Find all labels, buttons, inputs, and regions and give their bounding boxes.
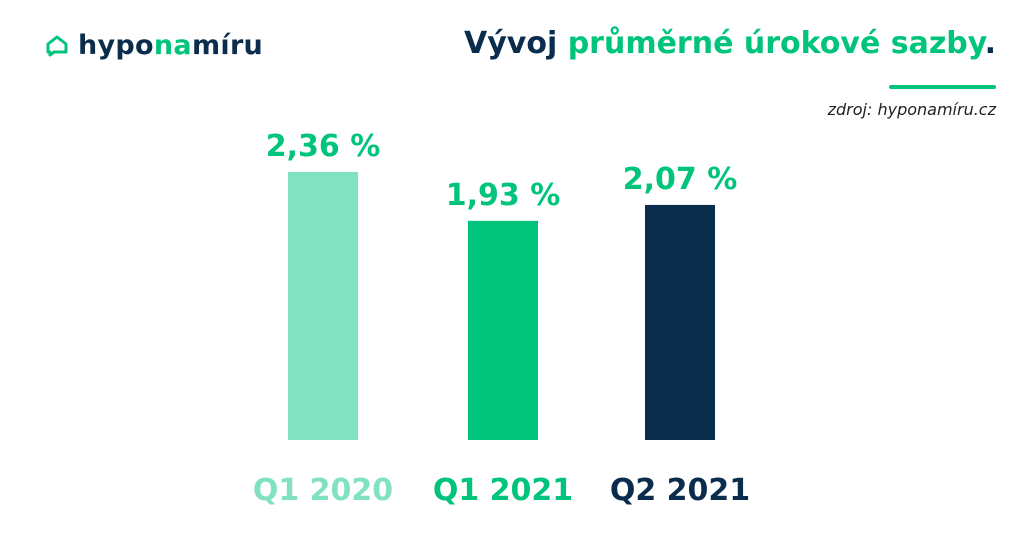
brand-name: hyponamíru — [78, 30, 263, 61]
title-underline — [889, 85, 996, 89]
chart-title-part2: průměrné úrokové sazby — [567, 26, 985, 61]
value-label-2: 1,93 % — [446, 178, 561, 213]
category-label-1: Q1 2020 — [253, 473, 393, 508]
bar-1 — [288, 172, 358, 440]
chart-title-part1: Vývoj — [464, 26, 568, 61]
value-label-3: 2,07 % — [623, 162, 738, 197]
brand-name-part1: hypo — [78, 30, 154, 61]
brand-logo: hyponamíru — [44, 30, 263, 61]
brand-name-part2: na — [153, 30, 192, 61]
value-label-1: 2,36 % — [266, 129, 381, 164]
house-chat-icon — [46, 35, 68, 56]
category-label-2: Q1 2021 — [433, 473, 573, 508]
chart-title: Vývoj průměrné úrokové sazby. — [464, 26, 996, 61]
chart-title-part3: . — [984, 26, 996, 61]
bar-2 — [468, 220, 538, 440]
bar-3 — [645, 204, 715, 440]
brand-name-part3: míru — [191, 30, 264, 61]
category-label-3: Q2 2021 — [610, 473, 750, 508]
source-note: zdroj: hyponamíru.cz — [827, 100, 996, 119]
